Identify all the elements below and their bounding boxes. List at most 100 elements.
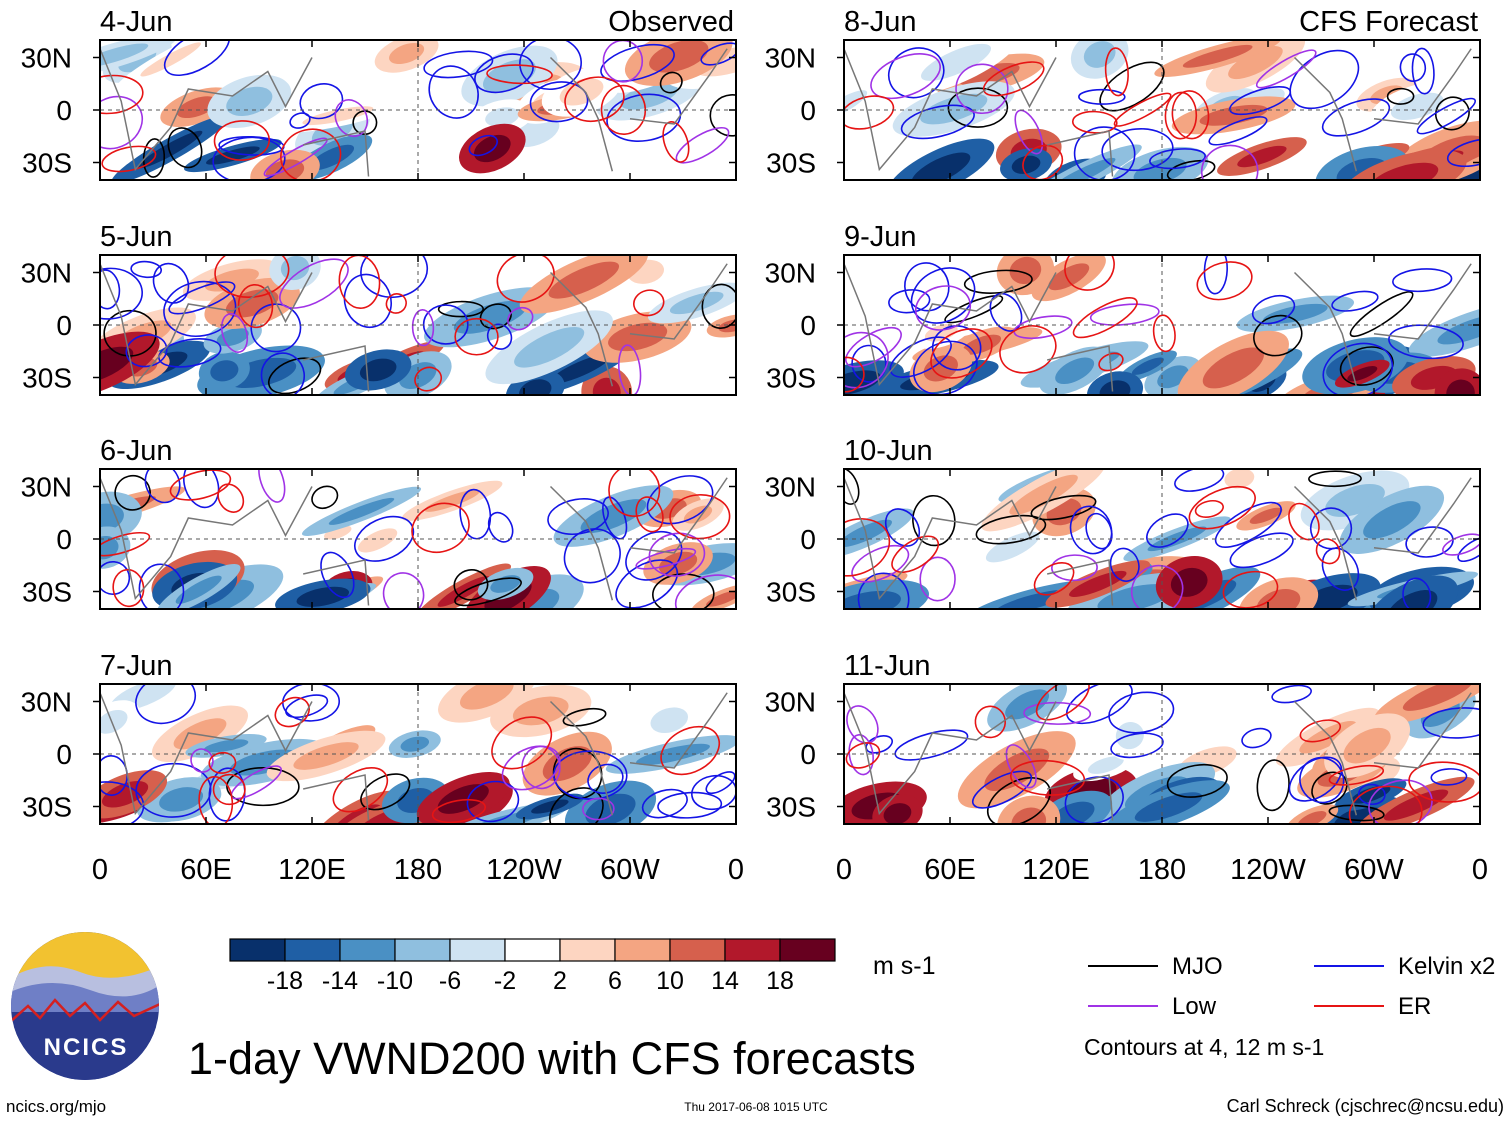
y-tick-label: 30N (21, 472, 72, 503)
y-tick-label: 0 (56, 310, 72, 341)
anomaly-core (206, 146, 260, 165)
er-contour (214, 255, 290, 298)
er-legend-label: ER (1398, 993, 1431, 1020)
er-contour (1315, 538, 1341, 565)
anomaly-core (592, 377, 621, 395)
anomaly-core (844, 370, 881, 395)
er-contour (169, 469, 232, 501)
anomaly-core (1363, 501, 1421, 539)
kelvin-contour (1457, 536, 1480, 563)
y-tick-label: 30N (765, 258, 816, 289)
colorbar-label: 2 (553, 967, 567, 995)
colorbar-swatch (394, 938, 451, 962)
map-panel: 30N 0 30S 5-Jun (21, 221, 737, 396)
mjo-contour (1030, 494, 1097, 521)
kelvin-contour (600, 43, 675, 82)
footer-author: Carl Schreck (cjschrec@ncsu.edu) (1227, 1096, 1504, 1116)
kelvin-contour (1066, 684, 1133, 725)
low-contour (1130, 564, 1184, 609)
er-contour (100, 531, 151, 557)
anomaly-core (608, 322, 668, 352)
kelvin-contour (163, 280, 237, 337)
anomaly-core (531, 799, 569, 814)
er-contour (414, 366, 443, 392)
anomaly-core (1009, 474, 1078, 515)
colorbar-swatch (779, 938, 836, 962)
er-contour (844, 356, 865, 393)
er-contour (454, 317, 499, 356)
low-contour (648, 532, 706, 577)
anomaly-core (1343, 727, 1391, 764)
kelvin-contour (422, 304, 469, 345)
mjo-contour (454, 577, 522, 607)
coastline (844, 48, 1472, 177)
kelvin-contour (1108, 691, 1175, 734)
map-panel: 30N 0 30S 11-Jun (765, 650, 1481, 825)
er-contour (1152, 314, 1176, 353)
low-contour (618, 344, 642, 395)
anomaly-core (389, 42, 425, 65)
kelvin-contour (1208, 116, 1268, 146)
kelvin-contour (1392, 268, 1453, 293)
map-panel: 30N 0 30S 7-Jun (21, 650, 737, 825)
kelvin-contour (100, 267, 143, 320)
kelvin-contour (474, 53, 534, 94)
anomaly-core (140, 42, 201, 77)
mjo-contour (1435, 96, 1470, 131)
kelvin-contour (904, 262, 950, 312)
anomaly-core (1256, 588, 1301, 609)
low-contour (919, 556, 956, 602)
kelvin-contour (1203, 255, 1228, 295)
er-contour (1072, 297, 1138, 339)
anomaly-core (226, 86, 273, 117)
mjo-contour (701, 283, 736, 329)
x-tick-label: 120W (1230, 854, 1306, 886)
anomaly-core (1170, 567, 1208, 597)
x-tick-label: 0 (836, 854, 852, 886)
colorbar-swatch (449, 938, 506, 962)
kelvin-contour (100, 781, 145, 824)
kelvin-contour (1251, 294, 1296, 325)
coastline (844, 692, 1472, 821)
low-contour (220, 313, 249, 353)
mjo-contour (479, 303, 512, 330)
kelvin-contour (1110, 732, 1164, 759)
kelvin-contour (1229, 532, 1294, 569)
kelvin-contour (1069, 505, 1113, 555)
map-field (844, 255, 1480, 395)
map-field (100, 469, 736, 609)
anomaly-core (400, 736, 430, 752)
x-tick-label: 60E (180, 854, 232, 886)
x-tick-label: 120E (278, 854, 346, 886)
mjo-contour (226, 767, 300, 807)
kelvin-contour (260, 352, 306, 395)
er-contour (845, 742, 881, 769)
anomaly-core (176, 96, 218, 119)
anomaly-core (1131, 357, 1164, 375)
mjo-legend-label: MJO (1172, 953, 1223, 980)
anomaly-core (923, 355, 958, 382)
anomaly-core (1087, 756, 1124, 774)
er-contour (217, 483, 245, 513)
y-tick-label: 30N (765, 687, 816, 718)
kelvin-contour (1331, 290, 1379, 312)
er-contour (208, 751, 237, 774)
map-field (100, 255, 736, 395)
colorbar-label: 14 (711, 967, 739, 995)
anomaly-core (482, 59, 536, 93)
low-contour (411, 309, 435, 347)
y-tick-label: 30S (766, 792, 816, 823)
kelvin-contour (1321, 98, 1391, 137)
kelvin-contour (887, 47, 945, 99)
anomaly-core (424, 489, 480, 512)
anomaly-core (669, 291, 724, 315)
kelvin-contour (1101, 128, 1174, 172)
y-tick-label: 30S (766, 148, 816, 179)
y-tick-label: 0 (56, 739, 72, 770)
er-contour (1288, 502, 1320, 541)
low-contour (1368, 779, 1433, 824)
x-axes: 0 60E 120E 180 120W 60W 0 0 60E 120E 180 120W 60W 0 (92, 854, 1488, 886)
er-contour (385, 293, 407, 314)
anomaly-core (649, 40, 709, 73)
kelvin-contour (1064, 776, 1124, 824)
